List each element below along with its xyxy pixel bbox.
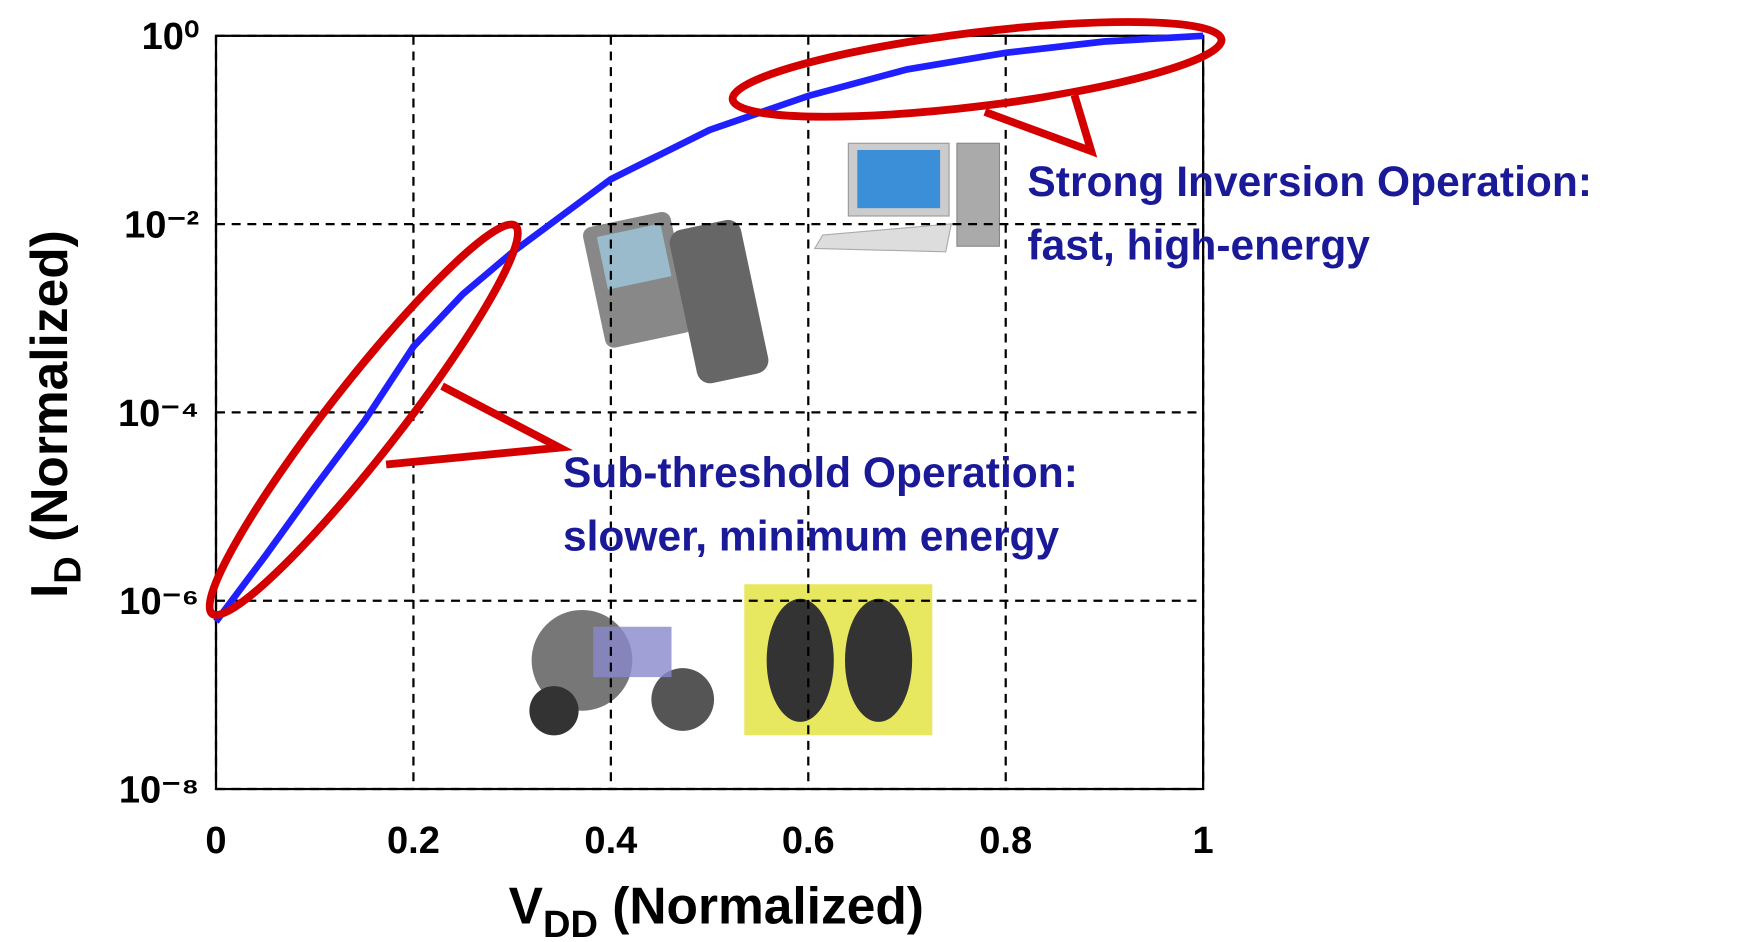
y-label-rest: (Normalized) [20, 230, 78, 556]
annotation: slower, minimum energy [563, 514, 1060, 561]
ticks: 0 0.2 0.4 0.6 0.8 1 10⁻⁸ 10⁻⁶ 10⁻⁴ 10⁻² 10⁰ [118, 16, 1214, 862]
y-tick-label: 10⁻⁴ [118, 393, 199, 435]
x-tick-label: 0.8 [979, 820, 1032, 862]
x-tick-label: 1 [1193, 820, 1214, 862]
grid [216, 36, 1203, 789]
plot-root: 0 0.2 0.4 0.6 0.8 1 10⁻⁸ 10⁻⁶ 10⁻⁴ 10⁻² 10⁰ Strong… [20, 3, 1592, 937]
x-tick-label: 0.4 [584, 820, 637, 862]
y-tick-label: 10⁻² [124, 205, 199, 247]
x-tick-label: 0.6 [782, 820, 835, 862]
y-tick-label: 10⁻⁶ [119, 581, 199, 623]
x-tick-label: 0.2 [387, 820, 440, 862]
xray-image [744, 584, 932, 735]
y-label-sub: D [48, 556, 90, 583]
rfid-image [529, 610, 714, 735]
callout-pointer [386, 386, 559, 464]
y-axis-label: ID (Normalized) [20, 230, 89, 598]
annotation: Strong Inversion Operation: [1027, 159, 1592, 206]
callout-ellipse [728, 3, 1226, 136]
phone-image [581, 210, 771, 386]
y-label-main: I [20, 584, 78, 598]
page: 0 0.2 0.4 0.6 0.8 1 10⁻⁸ 10⁻⁶ 10⁻⁴ 10⁻² 10⁰ Strong… [0, 0, 1746, 937]
annotation: fast, high-energy [1027, 223, 1370, 270]
computer-image [815, 143, 1000, 252]
annotation: Sub-threshold Operation: [563, 450, 1078, 497]
y-tick-label: 10⁰ [142, 16, 200, 58]
x-axis-label: VDD (Normalized) [509, 876, 924, 937]
chart: 0 0.2 0.4 0.6 0.8 1 10⁻⁸ 10⁻⁶ 10⁻⁴ 10⁻² 10⁰ Strong… [0, 0, 1746, 937]
y-tick-label: 10⁻⁸ [119, 769, 199, 811]
x-label-main: V [509, 876, 543, 934]
x-label-sub: DD [543, 904, 598, 937]
x-label-rest: (Normalized) [598, 876, 924, 934]
x-tick-label: 0 [205, 820, 226, 862]
